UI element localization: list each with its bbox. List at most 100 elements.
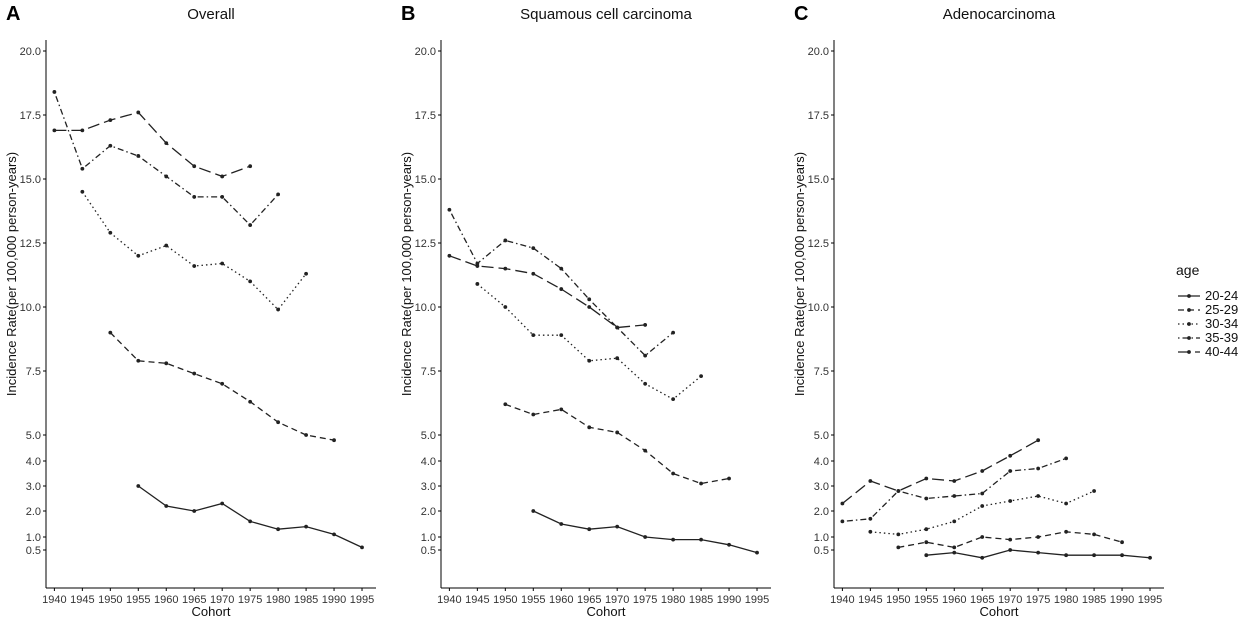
y-tick-label: 15.0	[415, 174, 436, 186]
data-point	[980, 504, 985, 508]
panel-letter: B	[401, 3, 415, 25]
legend-item: 20-24	[1178, 288, 1238, 303]
panel-b: B Squamous cell carcinoma 0.51.0 2.0 3.0 4.0 5…	[399, 3, 771, 619]
data-point	[80, 128, 85, 133]
y-tick-label: 15.0	[20, 174, 41, 186]
data-point	[1092, 532, 1096, 537]
x-tick-label: 1975	[633, 594, 657, 606]
series-40-44	[52, 110, 253, 179]
data-point	[868, 479, 873, 483]
x-tick-label: 1940	[830, 594, 854, 606]
data-point	[896, 532, 901, 537]
data-point	[108, 330, 113, 335]
x-axis-title: Cohort	[586, 604, 625, 619]
x-tick-label: 1970	[210, 594, 234, 606]
data-point	[248, 399, 253, 404]
data-point	[643, 381, 648, 386]
data-point	[52, 128, 57, 133]
y-tick-label: 0.5	[421, 545, 436, 557]
y-tick-label: 3.0	[26, 481, 41, 493]
panel-title: Adenocarcinoma	[943, 6, 1056, 23]
data-point	[1008, 548, 1013, 552]
y-tick-label: 17.5	[808, 110, 829, 122]
data-point	[1036, 550, 1041, 555]
panels: A Overall0.51.02.03.04.05.07.510.012.515.…	[4, 3, 1164, 619]
data-point	[615, 430, 620, 435]
x-axis-title: Cohort	[191, 604, 230, 619]
data-point	[164, 504, 169, 508]
data-point	[108, 143, 113, 148]
data-point	[671, 397, 676, 402]
y-tick-label: 5.0	[814, 430, 829, 442]
data-point	[643, 323, 648, 327]
y-tick-label: 7.5	[421, 366, 436, 378]
data-point	[531, 333, 536, 338]
series-line	[841, 439, 1039, 505]
data-point	[304, 524, 308, 529]
data-point	[276, 192, 281, 197]
data-point	[980, 491, 985, 496]
data-point	[447, 253, 452, 258]
legend-label: 35-39	[1205, 330, 1238, 345]
y-axis-title: Incidence Rate(per 100,000 person-years)	[399, 152, 414, 396]
y-tick-label: 7.5	[26, 366, 41, 378]
x-tick-label: 1955	[126, 594, 150, 606]
x-axis-title: Cohort	[979, 604, 1018, 619]
data-point	[1064, 553, 1069, 558]
series-35-39	[52, 90, 281, 227]
data-point	[192, 509, 197, 513]
data-point	[332, 438, 336, 443]
data-point	[1120, 540, 1124, 545]
panel-c: C Adenocarcinoma 0.51.0 2.0 3.0 4.0 5.0 7.5 10.0…	[792, 3, 1164, 619]
data-point	[192, 195, 197, 199]
x-tick-label: 1990	[717, 594, 741, 606]
data-point	[643, 353, 648, 358]
data-point	[671, 537, 676, 542]
data-point	[304, 271, 308, 276]
data-point	[1008, 537, 1013, 542]
data-point	[952, 519, 957, 524]
data-point	[952, 494, 957, 498]
legend-marker	[1187, 294, 1191, 298]
data-point	[52, 90, 57, 94]
data-point	[559, 333, 564, 338]
data-point	[587, 297, 592, 302]
data-point	[587, 425, 592, 430]
series-30-34	[80, 189, 308, 312]
data-point	[924, 496, 929, 501]
y-tick-label: 1.0	[26, 532, 41, 544]
series-25-29	[896, 529, 1124, 550]
x-tick-label: 1950	[493, 594, 517, 606]
data-point	[531, 412, 536, 417]
data-point	[1008, 499, 1013, 503]
y-tick-label: 0.5	[26, 545, 41, 557]
data-point	[587, 305, 592, 309]
data-point	[924, 527, 929, 532]
data-point	[447, 207, 452, 212]
data-point	[699, 374, 703, 379]
series-line	[81, 191, 307, 311]
data-point	[248, 223, 253, 227]
data-point	[248, 164, 253, 169]
data-point	[220, 195, 225, 199]
data-point	[136, 253, 141, 258]
data-point	[868, 516, 873, 521]
x-tick-label: 1940	[437, 594, 461, 606]
data-point	[1064, 529, 1069, 534]
data-point	[164, 141, 169, 146]
data-point	[1064, 456, 1069, 461]
series-25-29	[108, 330, 336, 443]
data-point	[559, 407, 564, 412]
data-point	[220, 261, 225, 266]
y-tick-label: 12.5	[415, 238, 436, 250]
x-tick-label: 1990	[1110, 594, 1134, 606]
data-point	[924, 540, 929, 545]
data-point	[220, 174, 225, 179]
legend-item: 35-39	[1178, 330, 1238, 345]
x-tick-label: 1945	[70, 594, 94, 606]
data-point	[503, 266, 508, 271]
panel-letter: A	[6, 3, 20, 25]
data-point	[276, 420, 281, 425]
